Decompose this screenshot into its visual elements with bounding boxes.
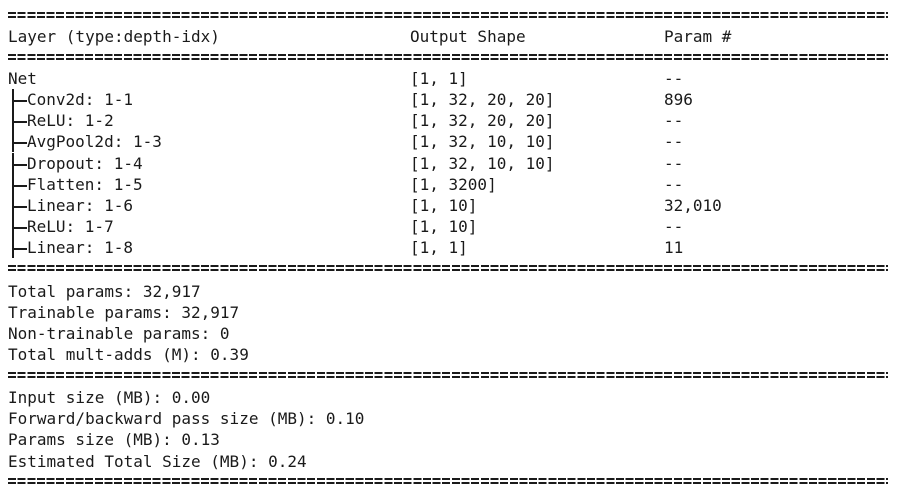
row-shape: [1, 10]: [410, 217, 478, 236]
row-param: 896: [664, 90, 693, 109]
row-layer: ReLU: 1-7: [27, 217, 114, 236]
row-shape: [1, 10]: [410, 196, 478, 215]
row-layer: Linear: 1-8: [27, 238, 133, 257]
params-size: Params size (MB): 0.13: [8, 430, 220, 449]
row-param: --: [664, 154, 684, 173]
table-row: Linear: 1-6: [8, 195, 133, 216]
row-shape: [1, 32, 20, 20]: [410, 111, 555, 130]
header-param: Param #: [664, 27, 732, 46]
table-row: ReLU: 1-7: [8, 216, 114, 237]
table-row: AvgPool2d: 1-3: [8, 131, 162, 152]
total-params: Total params: 32,917: [8, 282, 201, 301]
row-shape: [1, 32, 20, 20]: [410, 90, 555, 109]
header-output-shape: Output Shape: [410, 27, 526, 46]
estimated-total-size: Estimated Total Size (MB): 0.24: [8, 452, 307, 471]
table-row: Conv2d: 1-1: [8, 89, 133, 110]
tree-branch-icon: [8, 195, 27, 216]
row-layer: Linear: 1-6: [27, 196, 133, 215]
non-trainable-params: Non-trainable params: 0: [8, 324, 230, 343]
row-layer: ReLU: 1-2: [27, 111, 114, 130]
row-layer: Flatten: 1-5: [27, 175, 143, 194]
table-row: Dropout: 1-4: [8, 153, 143, 174]
input-size: Input size (MB): 0.00: [8, 388, 211, 407]
row-param: --: [664, 111, 684, 130]
header-layer: Layer (type:depth-idx): [8, 27, 220, 46]
row-param: --: [664, 217, 684, 236]
row-layer-net: Net: [8, 69, 37, 88]
tree-branch-icon: [8, 89, 27, 110]
forward-backward-size: Forward/backward pass size (MB): 0.10: [8, 409, 365, 428]
row-shape: [1, 1]: [410, 238, 468, 257]
row-layer: AvgPool2d: 1-3: [27, 132, 162, 151]
table-row: ReLU: 1-2: [8, 110, 114, 131]
separator-top: [8, 11, 888, 20]
tree-branch-icon: [8, 216, 27, 237]
tree-branch-icon: [8, 237, 27, 258]
row-shape: [1, 1]: [410, 69, 468, 88]
row-param: --: [664, 69, 684, 88]
table-row: Linear: 1-8: [8, 237, 133, 258]
trainable-params: Trainable params: 32,917: [8, 303, 240, 322]
row-shape: [1, 3200]: [410, 175, 497, 194]
row-layer: Conv2d: 1-1: [27, 90, 133, 109]
tree-branch-icon: [8, 174, 27, 195]
table-row: Flatten: 1-5: [8, 174, 143, 195]
separator-after-layers: [8, 264, 888, 273]
separator-bottom: [8, 477, 888, 486]
row-layer: Dropout: 1-4: [27, 154, 143, 173]
row-param: --: [664, 132, 684, 151]
tree-branch-icon: [8, 131, 27, 152]
row-param: 32,010: [664, 196, 722, 215]
row-param: --: [664, 175, 684, 194]
total-mult-adds: Total mult-adds (M): 0.39: [8, 345, 249, 364]
row-param: 11: [664, 238, 684, 257]
separator-header: [8, 53, 888, 62]
tree-branch-icon: [8, 153, 27, 174]
row-shape: [1, 32, 10, 10]: [410, 154, 555, 173]
separator-after-params: [8, 371, 888, 380]
tree-branch-icon: [8, 110, 27, 131]
row-shape: [1, 32, 10, 10]: [410, 132, 555, 151]
